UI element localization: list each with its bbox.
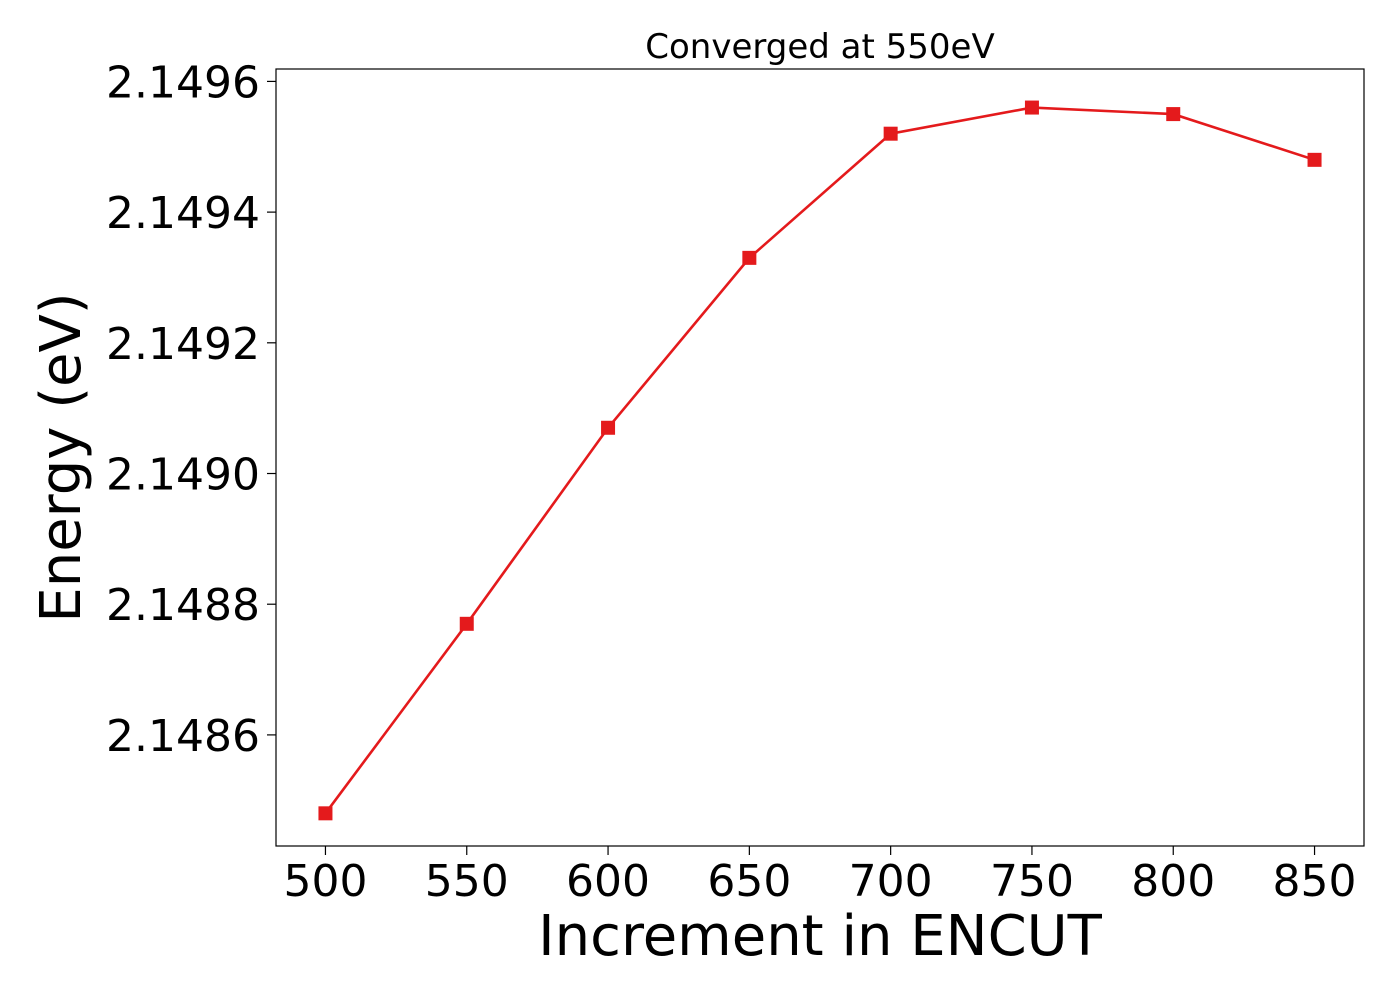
series-markers xyxy=(318,100,1322,821)
series-line xyxy=(324,106,1315,815)
y-tick-label: 2.1492 xyxy=(106,319,260,370)
x-tick-label: 600 xyxy=(566,856,650,907)
data-point-marker xyxy=(1166,107,1181,122)
data-point-marker xyxy=(459,616,474,631)
y-tick-label: 2.1494 xyxy=(106,188,260,239)
y-tick-label: 2.1488 xyxy=(106,580,260,631)
y-tick-label: 2.1486 xyxy=(106,711,260,762)
plot-frame xyxy=(275,68,1365,847)
x-tick-label: 700 xyxy=(849,856,933,907)
data-point-marker xyxy=(318,806,333,821)
x-tick-label: 750 xyxy=(990,856,1074,907)
x-tick-label: 550 xyxy=(425,856,509,907)
chart-title: Converged at 550eV xyxy=(645,27,994,67)
data-point-marker xyxy=(883,126,898,141)
x-tick-label: 800 xyxy=(1131,856,1215,907)
data-point-marker xyxy=(1307,152,1322,167)
data-point-marker xyxy=(742,250,757,265)
data-point-marker xyxy=(1024,100,1039,115)
y-tick-label: 2.1496 xyxy=(106,57,260,108)
x-axis-label: Increment in ENCUT xyxy=(538,904,1103,969)
data-point-marker xyxy=(601,420,616,435)
y-tick-label: 2.1490 xyxy=(106,450,260,501)
x-tick-label: 650 xyxy=(707,856,791,907)
x-axis-ticks: 500 550 600 650 700 750 800 850 xyxy=(283,846,1357,907)
x-tick-label: 500 xyxy=(283,856,367,907)
y-axis-ticks: 2.1486 2.1488 2.1490 2.1492 2.1494 2.1496 xyxy=(106,57,276,762)
x-tick-label: 850 xyxy=(1273,856,1357,907)
y-axis-label: Energy (eV) xyxy=(29,292,94,622)
